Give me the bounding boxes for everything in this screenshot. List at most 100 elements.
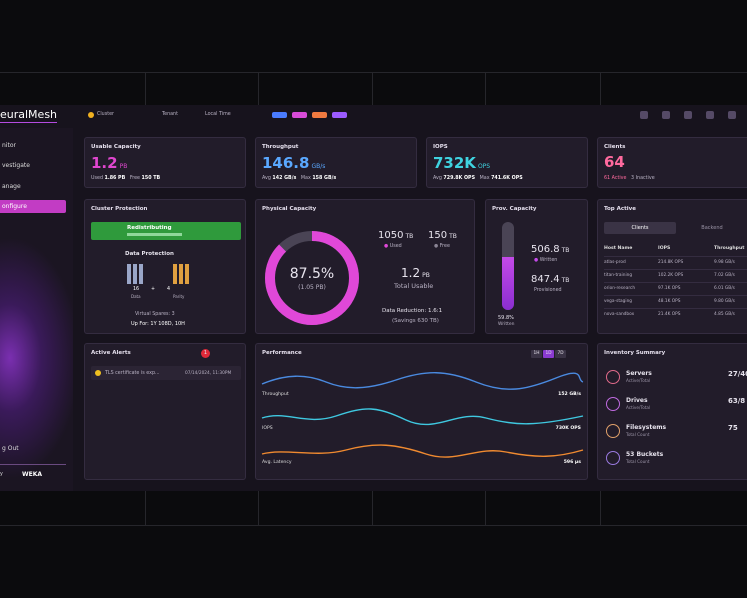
card-title: Active Alerts <box>91 350 131 356</box>
value: 1.86 PB <box>104 176 126 181</box>
percent-sub: (1.05 PB) <box>298 284 326 291</box>
grid-line <box>0 72 747 73</box>
sub: Avg 142 GB/s Max 158 GB/s <box>262 176 336 181</box>
column-header: Throughput <box>714 246 745 251</box>
metric-value: 596 µs <box>563 460 581 465</box>
grid-line <box>145 72 146 105</box>
grid-line <box>145 491 146 525</box>
subtitle: Data Protection <box>125 251 174 257</box>
percent: 59.8% <box>498 315 514 321</box>
tab[interactable]: Clients <box>631 225 649 231</box>
nav-item-active[interactable]: onfigure <box>0 200 66 213</box>
item-icon <box>606 424 620 438</box>
performance-card: Performance 1H 1D 7D Throughput 152 GB/s IOPS… <box>255 343 588 480</box>
weka-logo: WEKA <box>22 471 43 478</box>
brand: euralMesh <box>0 108 58 123</box>
disk <box>127 264 131 284</box>
grid-line <box>258 72 259 105</box>
card-title: Top Active <box>604 206 636 212</box>
label: Avg <box>433 176 442 181</box>
grid-line <box>258 491 259 525</box>
used: 1050 TB <box>378 230 413 241</box>
value: 158 GB/s <box>312 176 337 181</box>
unit: PB <box>119 163 128 170</box>
unit: GB/s <box>311 163 326 170</box>
grid-line <box>600 491 601 525</box>
label: Free <box>129 176 140 181</box>
percent-caption: Written <box>498 322 515 327</box>
nav-item[interactable]: anage <box>2 183 21 190</box>
used-label: ● Used <box>384 244 402 249</box>
badge <box>312 112 327 118</box>
label: Max <box>300 176 311 181</box>
throughput-line <box>261 372 584 390</box>
total-label: Total Usable <box>394 282 434 290</box>
icon[interactable] <box>706 111 714 119</box>
icon[interactable] <box>684 111 692 119</box>
status: Redistributing <box>127 225 172 231</box>
icon[interactable] <box>640 111 648 119</box>
inactive: 3 Inactive <box>631 176 655 181</box>
unit: TB <box>449 233 457 240</box>
alert-icon <box>95 370 101 376</box>
card-title: Throughput <box>262 144 299 150</box>
local-time-label: Local Time <box>205 112 231 117</box>
item-icon <box>606 370 620 384</box>
nav-item[interactable]: vestigate <box>2 162 30 169</box>
badge <box>332 112 347 118</box>
bar-fill <box>502 257 514 310</box>
donut-arc <box>265 231 359 325</box>
tab[interactable]: Backend <box>701 225 723 231</box>
unit: TB <box>405 233 414 240</box>
grid-line <box>485 491 486 525</box>
data-label: Data <box>131 294 141 299</box>
row-divider <box>604 295 747 296</box>
value: 64 <box>604 153 625 171</box>
cell: vega-staging <box>604 299 633 304</box>
card-title: Usable Capacity <box>91 144 141 150</box>
range-tab[interactable]: 1D <box>543 350 554 358</box>
range-tab[interactable]: 7D <box>555 350 566 358</box>
cell: 7.02 GB/s <box>714 273 735 278</box>
value: 142 GB/s <box>272 176 297 181</box>
cell: 9.80 GB/s <box>714 299 735 304</box>
metric-value: 730K OPS <box>555 426 581 431</box>
metric-name: IOPS <box>262 426 273 431</box>
label: Avg <box>262 176 271 181</box>
iops-line <box>261 408 584 426</box>
provisioned-label: Provisioned <box>534 288 562 293</box>
throughput-card: Throughput 146.8 GB/s Avg 142 GB/s Max 15… <box>255 137 417 188</box>
provisioned: 847.4 TB <box>531 274 569 285</box>
reduction: Data Reduction: 1.6:1 <box>382 308 443 314</box>
disk <box>139 264 143 284</box>
range-tab[interactable]: 1H <box>531 350 542 358</box>
alert-row[interactable] <box>91 366 241 380</box>
savings: (Savings 630 TB) <box>392 318 439 324</box>
active: 61 Active <box>604 176 627 181</box>
item-value: 27/40 <box>728 370 747 378</box>
nav-item[interactable]: nitor <box>2 142 16 149</box>
divider <box>0 464 66 465</box>
metric-value: 152 GB/s <box>558 392 581 397</box>
free: 150 TB <box>428 230 457 241</box>
clients-card: Clients 64 61 Active 3 Inactive <box>597 137 747 188</box>
percent: 87.5% <box>289 266 335 282</box>
top-active-card: Top Active Clients Backend Host Name IOPS Th… <box>597 199 747 334</box>
icon[interactable] <box>662 111 670 119</box>
card-title: IOPS <box>433 144 448 150</box>
card-title: Clients <box>604 144 626 150</box>
unit: TB <box>561 247 570 254</box>
free-label: ● Free <box>434 244 450 249</box>
item-name: Drives <box>626 397 648 404</box>
cell: atlas-prod <box>604 260 626 265</box>
logout[interactable]: g Out <box>2 445 19 452</box>
sparklines <box>261 372 584 458</box>
label: Max <box>479 176 490 181</box>
label: Used <box>389 244 402 249</box>
sub: Used 1.86 PB Free 150 TB <box>91 176 160 181</box>
icon[interactable] <box>728 111 736 119</box>
card-title: Physical Capacity <box>262 206 317 212</box>
uptime: Up For: 1Y 108D, 10H <box>131 321 185 327</box>
card-title: Prov. Capacity <box>492 206 537 212</box>
